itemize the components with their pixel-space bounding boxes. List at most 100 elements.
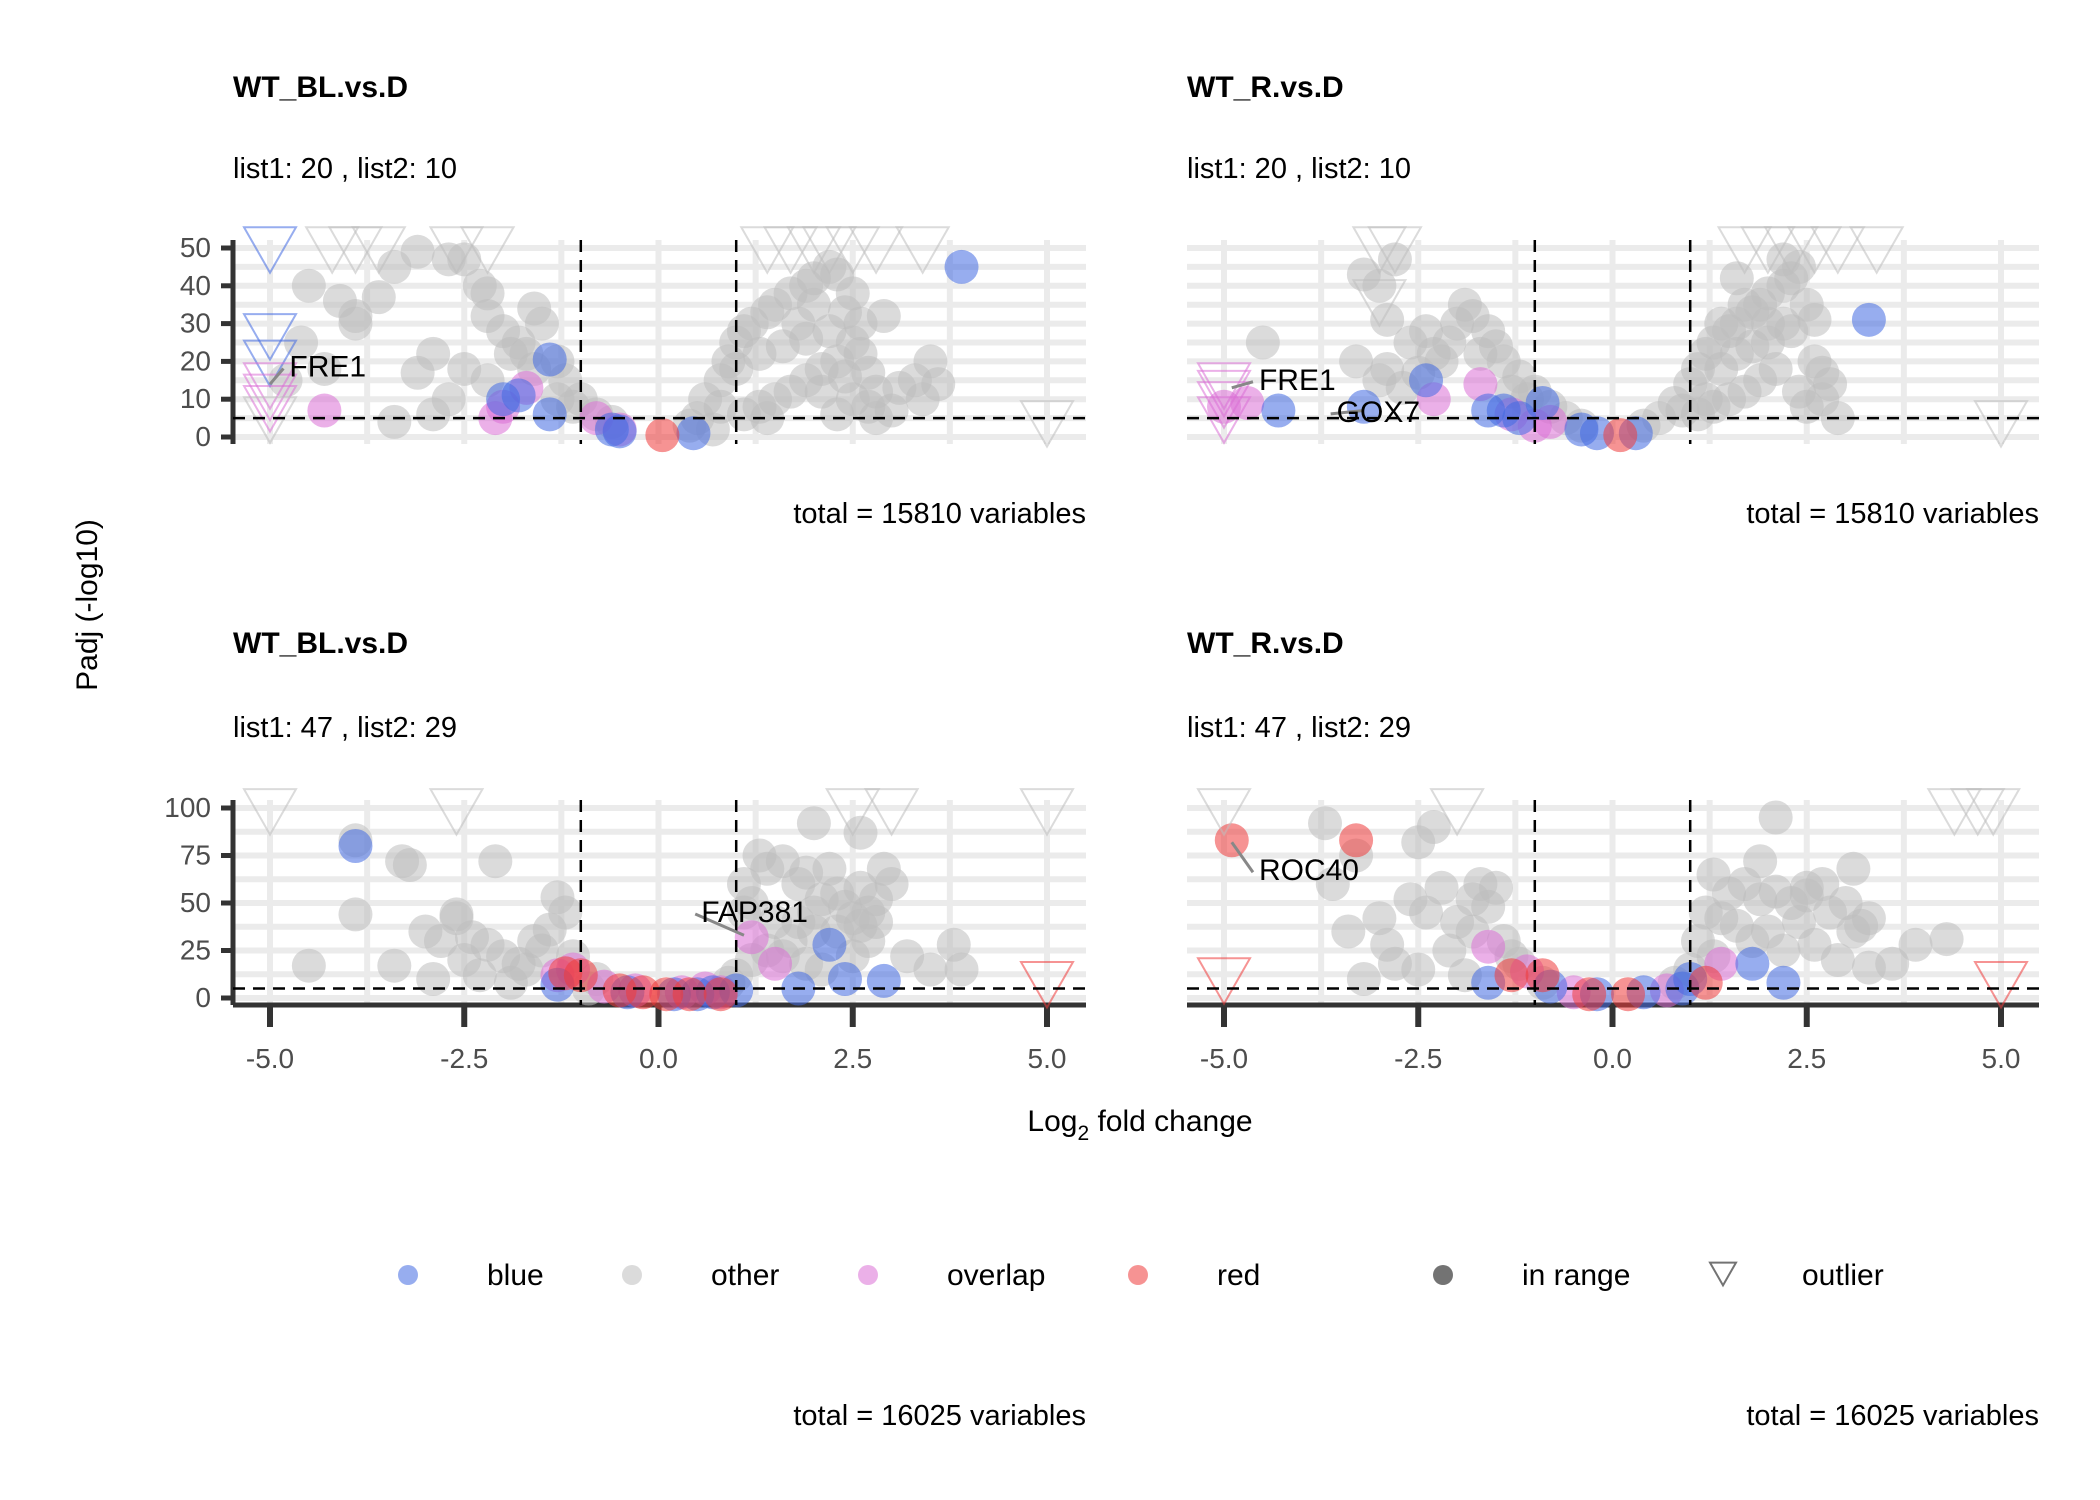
point-other xyxy=(750,851,785,886)
panel-3-plot: 0 25 50 75 100 -5.0 -2.5 0.0 2.5 5.0 FAP381 xyxy=(164,788,1086,1074)
point-other xyxy=(1331,914,1366,949)
y-tick-label: 0 xyxy=(195,421,211,452)
panel-2-title: WT_R.vs.D xyxy=(1187,71,1344,104)
point-other xyxy=(843,815,878,850)
x-tick-label: -2.5 xyxy=(1394,1043,1442,1074)
point-red xyxy=(645,418,680,453)
legend-key-in-range xyxy=(1433,1265,1453,1285)
y-axis-label: Padj (-log10) xyxy=(71,519,104,691)
point-other xyxy=(1805,355,1840,390)
panel-1: WT_BL.vs.D list1: 20 , list2: 10 total =… xyxy=(180,71,1086,530)
point-red xyxy=(1525,958,1560,993)
point-other xyxy=(291,268,326,303)
point-other xyxy=(1836,851,1871,886)
point-other xyxy=(851,389,886,424)
gene-label-leader xyxy=(268,367,285,386)
point-blue xyxy=(1346,389,1381,424)
point-other xyxy=(478,844,513,879)
point-other xyxy=(750,401,785,436)
outlier-other xyxy=(428,226,485,275)
x-tick-label: 5.0 xyxy=(1028,1043,1067,1074)
panel-2-total: total = 15810 variables xyxy=(1746,498,2039,530)
x-tick-label: -2.5 xyxy=(440,1043,488,1074)
outlier-overlap xyxy=(242,384,298,434)
legend: blue other overlap red in range outlier xyxy=(398,1259,1884,1292)
y-tick-label: 10 xyxy=(180,383,211,414)
point-other xyxy=(1346,962,1381,996)
legend-label-in-range: in range xyxy=(1522,1259,1630,1292)
point-other xyxy=(1758,800,1793,835)
point-other xyxy=(1743,844,1778,879)
outlier-red xyxy=(1196,957,1252,1006)
outlier-other xyxy=(1196,788,1252,837)
point-blue xyxy=(1735,946,1770,981)
x-axis-label: Log2 fold change xyxy=(1027,1105,1252,1145)
legend-key-overlap xyxy=(858,1265,878,1285)
gene-label-leader xyxy=(694,912,745,937)
y-tick-label: 50 xyxy=(180,232,211,263)
y-tick-label: 30 xyxy=(180,308,211,339)
gene-label-leader xyxy=(1230,841,1255,874)
point-red xyxy=(1572,977,1607,1012)
x-axis-label-suffix: fold change xyxy=(1089,1105,1252,1138)
point-other xyxy=(1727,287,1762,322)
x-axis-label-subscript: 2 xyxy=(1077,1122,1089,1145)
gene-label: FRE1 xyxy=(1259,364,1336,397)
point-overlap xyxy=(758,946,793,981)
point-blue xyxy=(501,378,536,413)
point-blue xyxy=(532,397,567,432)
point-other xyxy=(392,848,427,882)
outlier-overlap xyxy=(1196,369,1252,419)
outlier-other xyxy=(351,226,407,275)
point-other xyxy=(1665,393,1700,428)
y-tick-label: 0 xyxy=(195,982,211,1013)
point-other xyxy=(789,321,824,356)
point-other xyxy=(843,870,878,905)
point-other xyxy=(1789,870,1824,905)
outlier-other xyxy=(1949,788,2006,837)
panel-2: WT_R.vs.D list1: 20 , list2: 10 total = … xyxy=(1187,71,2039,530)
point-other xyxy=(462,958,497,993)
point-red xyxy=(1339,823,1374,858)
outlier-red xyxy=(1973,961,2029,1010)
legend-key-outlier xyxy=(1708,1261,1738,1288)
x-tick-label: 2.5 xyxy=(833,1043,872,1074)
panel-3-subtitle: list1: 47 , list2: 29 xyxy=(233,712,457,744)
x-tick-label: -5.0 xyxy=(246,1043,294,1074)
gene-label: GOX7 xyxy=(1337,396,1420,429)
point-other xyxy=(913,952,948,987)
point-other xyxy=(291,948,326,983)
point-red xyxy=(1603,418,1638,453)
point-other xyxy=(416,962,451,996)
outlier-other xyxy=(1973,400,2029,449)
outlier-blue xyxy=(242,226,298,275)
point-other xyxy=(1409,895,1444,930)
y-tick-label: 50 xyxy=(180,887,211,918)
legend-key-red xyxy=(1128,1265,1148,1285)
y-tick-label: 25 xyxy=(180,935,211,966)
point-overlap xyxy=(307,393,342,428)
outlier-overlap xyxy=(1196,381,1252,430)
point-other xyxy=(338,897,373,932)
point-blue xyxy=(602,414,637,449)
point-other xyxy=(851,924,886,958)
point-blue xyxy=(827,962,862,996)
point-blue xyxy=(532,342,567,377)
point-red xyxy=(1494,958,1529,993)
point-other xyxy=(548,895,583,930)
point-other xyxy=(1432,933,1467,968)
point-red xyxy=(1611,977,1646,1012)
point-other xyxy=(307,351,342,386)
outlier-other xyxy=(1019,788,1075,837)
panel-1-title: WT_BL.vs.D xyxy=(233,71,408,104)
point-other xyxy=(1362,901,1397,936)
y-tick-label: 40 xyxy=(180,270,211,301)
outlier-other xyxy=(1926,788,1983,837)
point-other xyxy=(1766,306,1801,341)
x-tick-label: 0.0 xyxy=(639,1043,678,1074)
panel-1-total: total = 15810 variables xyxy=(793,498,1086,530)
point-other xyxy=(439,901,474,936)
outlier-blue xyxy=(242,313,298,362)
point-other xyxy=(897,363,932,398)
